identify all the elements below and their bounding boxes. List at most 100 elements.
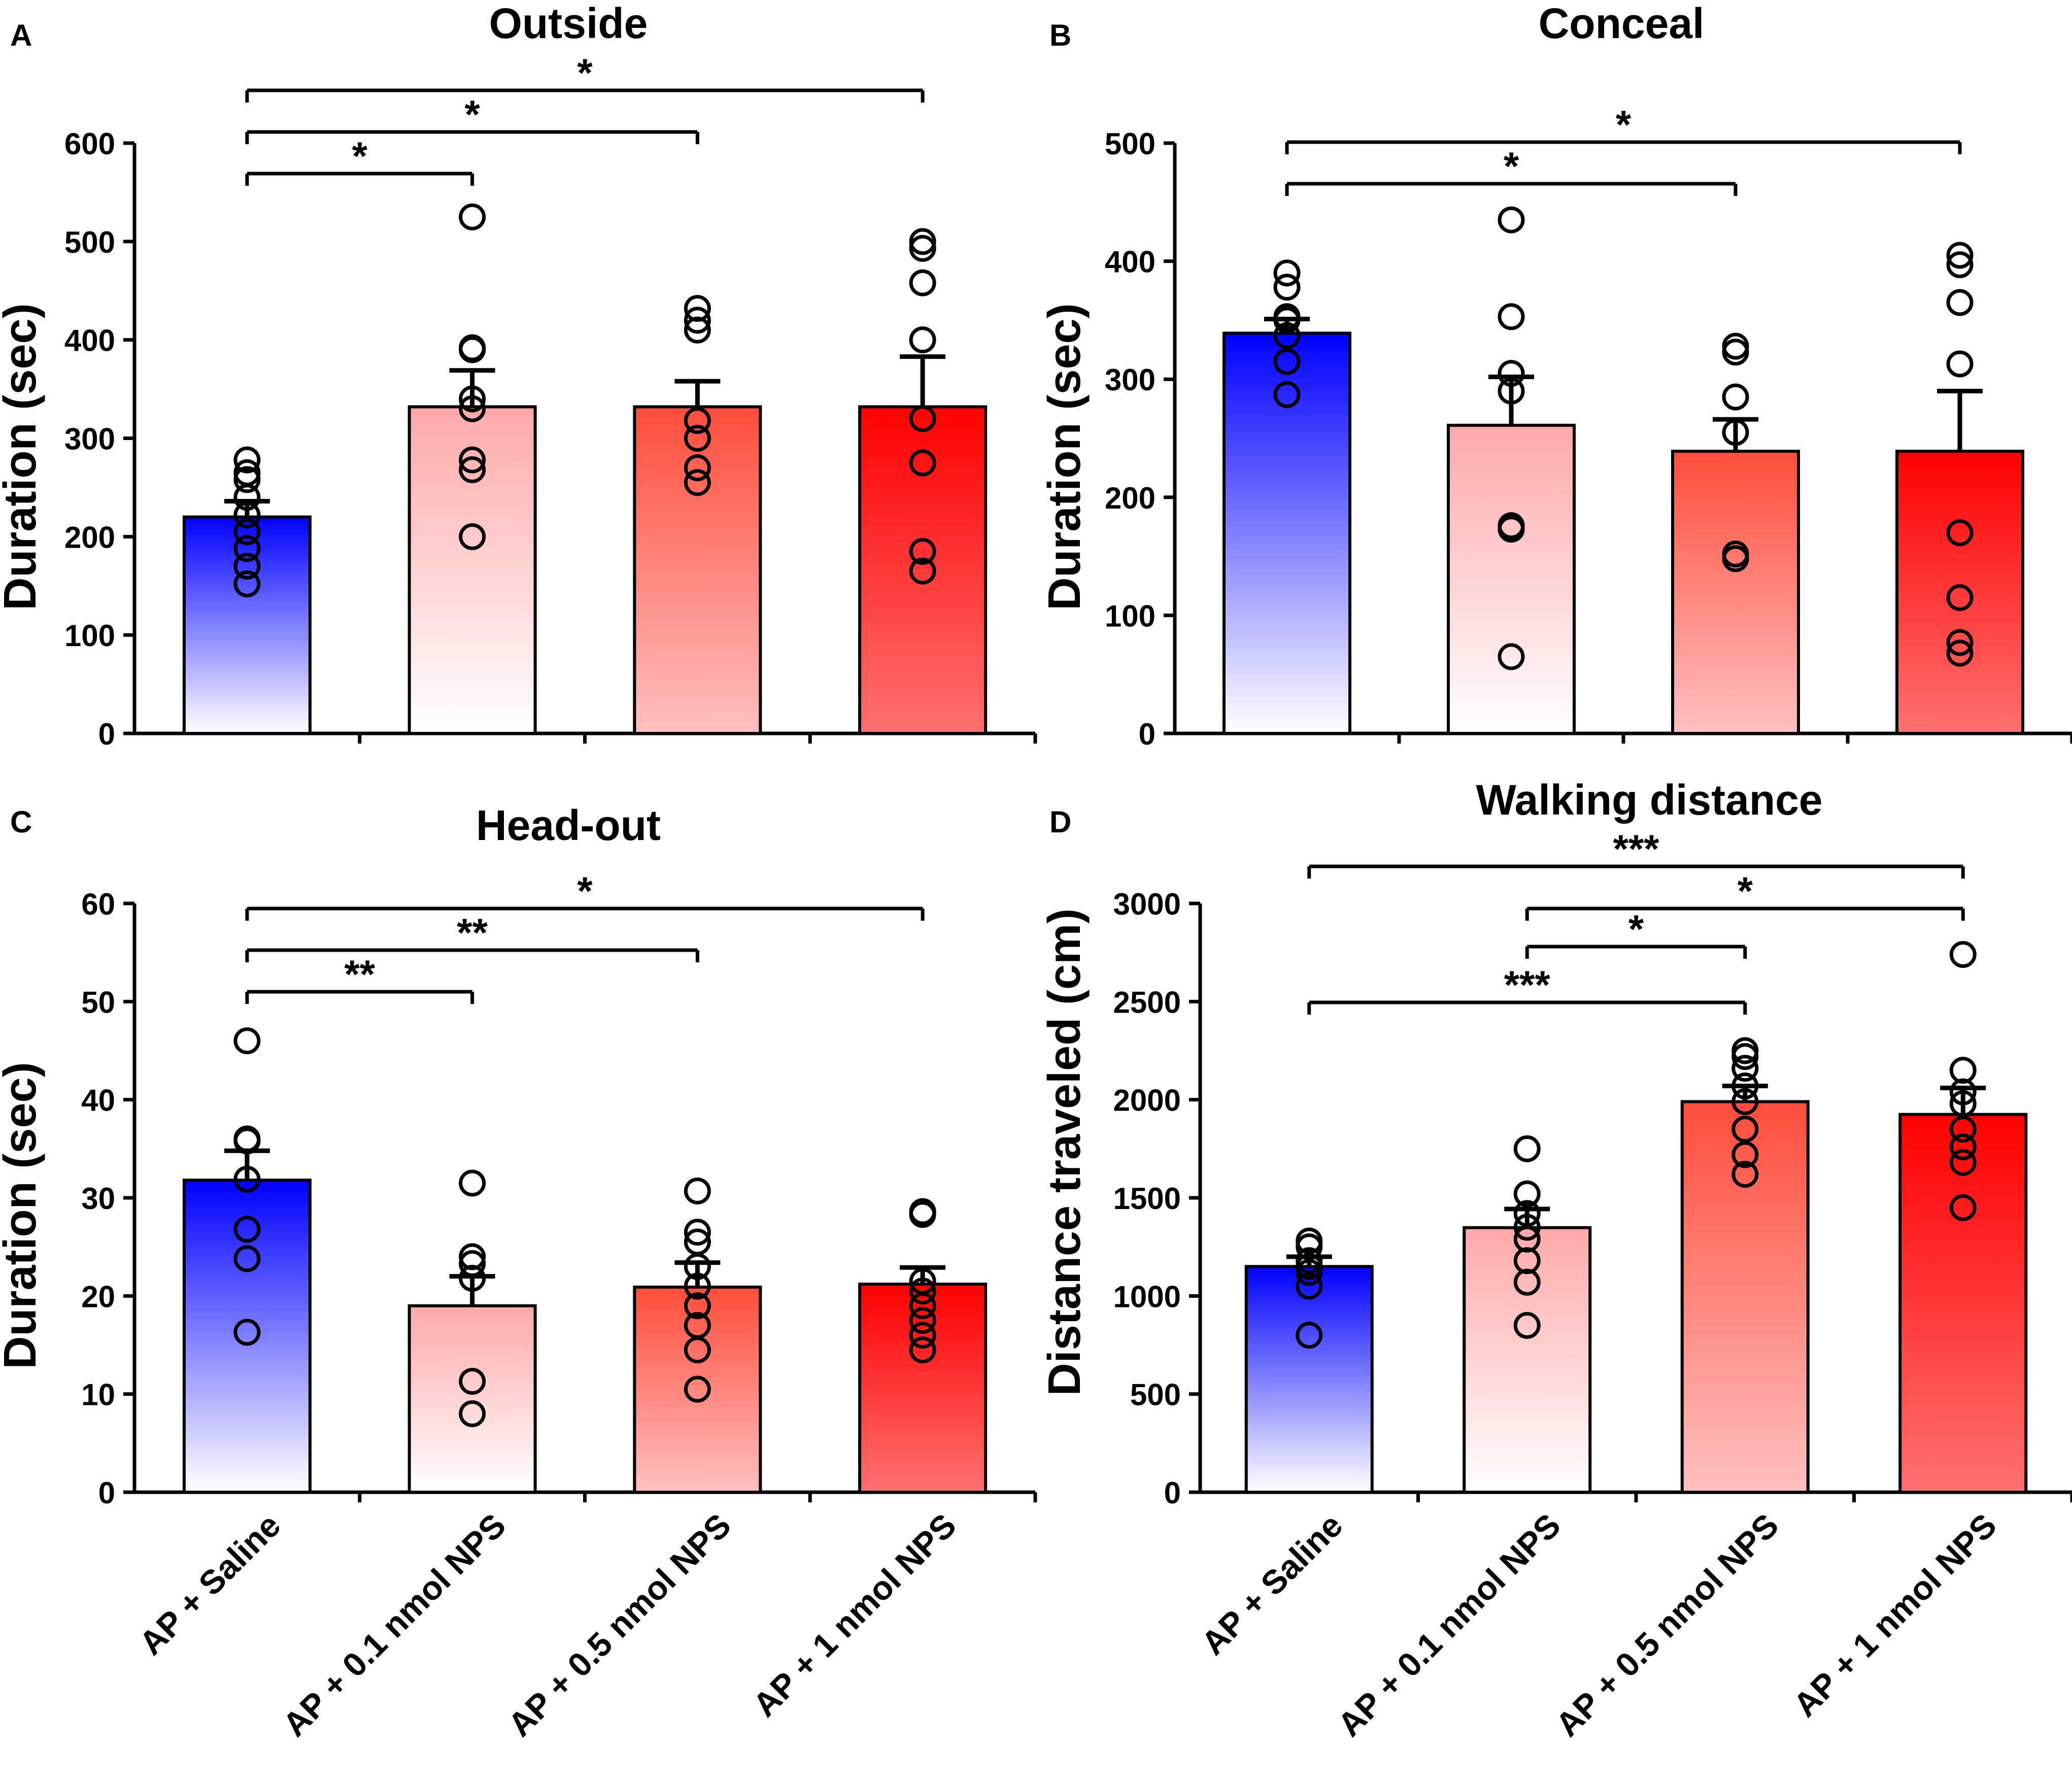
- y-tick-label: 50: [81, 985, 115, 1019]
- data-point: [684, 454, 711, 482]
- data-point: [684, 1219, 711, 1246]
- data-point: [684, 307, 711, 334]
- data-point: [1949, 1057, 1977, 1084]
- data-point: [1722, 540, 1749, 567]
- chart-title: Walking distance: [1476, 776, 1822, 824]
- significance-label: ***: [1613, 826, 1659, 871]
- y-tick-label: 100: [1105, 599, 1156, 633]
- data-point: [1731, 1072, 1759, 1100]
- data-point: [233, 535, 261, 562]
- data-point: [1731, 1116, 1759, 1143]
- y-tick-label: 400: [1105, 245, 1156, 279]
- bar: [1463, 1226, 1592, 1494]
- significance-label: *: [1616, 102, 1632, 147]
- y-tick-label: 0: [1164, 1476, 1181, 1510]
- y-tick-label: 20: [81, 1280, 115, 1314]
- data-point: [1498, 377, 1525, 405]
- data-point: [1946, 584, 1974, 612]
- data-point: [1731, 1055, 1759, 1082]
- data-point: [1949, 941, 1977, 968]
- significance-label: **: [457, 910, 488, 955]
- y-axis-label: Duration (sec): [0, 1062, 46, 1369]
- data-point: [459, 523, 486, 550]
- bar: [182, 1179, 312, 1494]
- data-point: [1273, 303, 1301, 330]
- data-point: [684, 1292, 711, 1320]
- data-point: [1296, 1247, 1323, 1274]
- plot-area: 0 100 200 300 400 500 * *: [1105, 102, 2072, 751]
- x-tick-label: AP + 0.1 nmol NPS: [276, 1506, 513, 1744]
- significance-label: *: [577, 868, 593, 913]
- y-axis-label: Distance traveled (cm): [1039, 909, 1090, 1396]
- data-point: [909, 538, 936, 565]
- y-tick-label: 200: [1105, 481, 1156, 515]
- chart-title: Outside: [489, 0, 648, 47]
- data-point: [684, 1375, 711, 1403]
- y-tick-label: 500: [1105, 127, 1156, 161]
- data-point: [1498, 360, 1525, 387]
- data-point: [909, 326, 936, 354]
- y-axis-label: Duration (sec): [0, 303, 46, 610]
- data-point: [1731, 1161, 1759, 1188]
- data-point: [1296, 1227, 1323, 1255]
- x-tick-label: AP + 0.1 nmol NPS: [1330, 1506, 1568, 1744]
- y-tick-label: 1500: [1113, 1182, 1181, 1216]
- data-point: [684, 1312, 711, 1339]
- panel-letter: D: [1049, 805, 1071, 839]
- bar: [1895, 450, 2024, 735]
- data-point: [1731, 1088, 1759, 1116]
- data-point: [909, 228, 936, 255]
- data-point: [1946, 519, 1974, 547]
- x-tick-label: AP + Saline: [132, 1506, 288, 1662]
- panel-letter: C: [10, 805, 32, 839]
- x-tick-label: AP + 1 nmol NPS: [745, 1506, 963, 1724]
- data-point: [1513, 1180, 1541, 1207]
- y-tick-label: 10: [81, 1378, 115, 1412]
- data-point: [1722, 332, 1749, 360]
- data-point: [909, 1267, 936, 1295]
- x-tick-label: AP + Saline: [1194, 1506, 1350, 1662]
- y-tick-label: 300: [1105, 363, 1156, 397]
- bar: [1244, 1265, 1374, 1494]
- x-tick-label: AP + 0.5 nmol NPS: [501, 1506, 738, 1744]
- data-point: [1949, 1116, 1977, 1143]
- data-point: [1498, 643, 1525, 670]
- data-point: [909, 1198, 936, 1225]
- data-point: [1513, 1214, 1541, 1241]
- y-tick-label: 60: [81, 887, 115, 921]
- data-point: [233, 552, 261, 580]
- panel-letter: B: [1049, 18, 1071, 52]
- y-tick-label: 2000: [1113, 1084, 1181, 1118]
- data-point: [1949, 1149, 1977, 1176]
- data-point: [1722, 383, 1749, 411]
- y-tick-label: 40: [81, 1084, 115, 1118]
- data-point: [1296, 1322, 1323, 1349]
- bar: [1222, 331, 1351, 735]
- data-point: [233, 459, 261, 486]
- data-point: [1513, 1312, 1541, 1339]
- y-axis-label: Duration (sec): [1039, 303, 1090, 610]
- data-point: [684, 469, 711, 496]
- panel-a: A Outside Duration (sec) 0 100 200 300 400 50…: [0, 0, 1037, 751]
- data-point: [459, 1250, 486, 1278]
- bar: [1680, 1100, 1810, 1494]
- data-point: [1273, 259, 1301, 287]
- data-point: [1498, 512, 1525, 540]
- y-tick-label: 200: [64, 520, 115, 554]
- x-tick-label: AP + 0.5 nmol NPS: [1548, 1506, 1786, 1744]
- data-point: [233, 1027, 261, 1055]
- y-tick-label: 1000: [1113, 1280, 1181, 1314]
- bar: [858, 405, 988, 735]
- data-point: [459, 395, 486, 422]
- data-point: [684, 1272, 711, 1300]
- bar: [182, 515, 312, 735]
- data-point: [1498, 303, 1525, 330]
- data-point: [1513, 1225, 1541, 1253]
- data-point: [1731, 1037, 1759, 1064]
- data-point: [1513, 1135, 1541, 1162]
- data-point: [909, 405, 936, 432]
- bar: [1898, 1113, 2028, 1494]
- data-point: [459, 385, 486, 413]
- data-point: [459, 1368, 486, 1395]
